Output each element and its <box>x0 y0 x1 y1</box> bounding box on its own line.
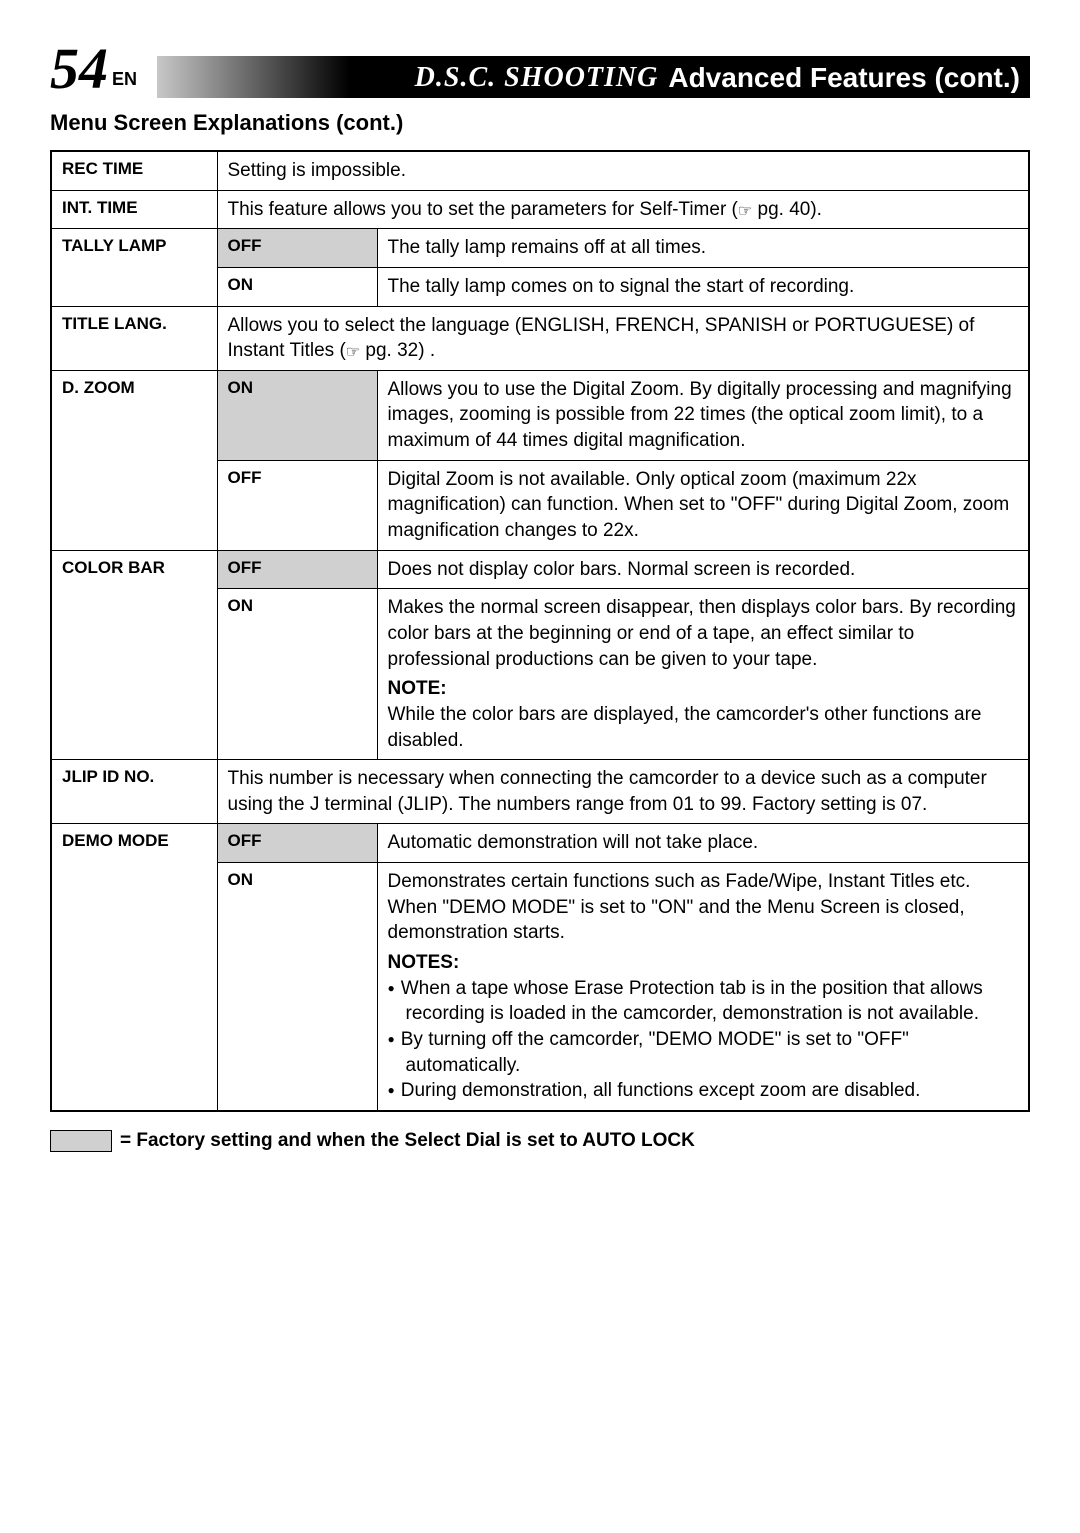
legend-text: = Factory setting and when the Select Di… <box>120 1130 695 1152</box>
setting-option: ON <box>217 370 377 460</box>
list-item: By turning off the camcorder, "DEMO MODE… <box>388 1027 1019 1078</box>
table-row: REC TIME Setting is impossible. <box>51 151 1029 190</box>
language-code: EN <box>112 69 137 98</box>
setting-option: ON <box>217 267 377 306</box>
title-rest: Advanced Features (cont.) <box>668 62 1020 94</box>
setting-label: TALLY LAMP <box>51 229 217 306</box>
setting-desc: Does not display color bars. Normal scre… <box>377 550 1029 589</box>
desc-text: Allows you to select the language (ENGLI… <box>228 315 975 362</box>
note-heading: NOTE: <box>388 676 1019 702</box>
notes-list: When a tape whose Erase Protection tab i… <box>388 976 1019 1104</box>
section-subtitle: Menu Screen Explanations (cont.) <box>50 110 1030 136</box>
setting-option: ON <box>217 589 377 760</box>
setting-desc: Setting is impossible. <box>217 151 1029 190</box>
setting-option: OFF <box>217 824 377 863</box>
setting-desc: The tally lamp comes on to signal the st… <box>377 267 1029 306</box>
setting-desc: The tally lamp remains off at all times. <box>377 229 1029 268</box>
page-ref-icon: ☞ <box>346 342 360 364</box>
notes-heading: NOTES: <box>388 950 1019 976</box>
table-row: TALLY LAMP OFF The tally lamp remains of… <box>51 229 1029 268</box>
table-row: JLIP ID NO. This number is necessary whe… <box>51 760 1029 824</box>
setting-desc: Demonstrates certain functions such as F… <box>377 863 1029 1111</box>
table-row: DEMO MODE OFF Automatic demonstration wi… <box>51 824 1029 863</box>
settings-table: REC TIME Setting is impossible. INT. TIM… <box>50 150 1030 1112</box>
setting-desc: Allows you to use the Digital Zoom. By d… <box>377 370 1029 460</box>
desc-text: pg. 32) . <box>360 340 435 361</box>
table-row: D. ZOOM ON Allows you to use the Digital… <box>51 370 1029 460</box>
note-text: While the color bars are displayed, the … <box>388 702 1019 753</box>
legend-swatch <box>50 1130 112 1152</box>
desc-text: Makes the normal screen disappear, then … <box>388 595 1019 672</box>
setting-desc: This number is necessary when connecting… <box>217 760 1029 824</box>
setting-desc: Automatic demonstration will not take pl… <box>377 824 1029 863</box>
desc-text: This feature allows you to set the param… <box>228 199 738 220</box>
table-row: INT. TIME This feature allows you to set… <box>51 190 1029 229</box>
page-number: 54 <box>50 40 108 98</box>
desc-text: pg. 40). <box>752 199 822 220</box>
desc-text: Demonstrates certain functions such as F… <box>388 869 1019 946</box>
page-header: 54 EN D.S.C. SHOOTING Advanced Features … <box>50 40 1030 98</box>
setting-option: OFF <box>217 550 377 589</box>
setting-desc: Makes the normal screen disappear, then … <box>377 589 1029 760</box>
setting-label: INT. TIME <box>51 190 217 229</box>
list-item: During demonstration, all functions exce… <box>388 1078 1019 1104</box>
table-row: TITLE LANG. Allows you to select the lan… <box>51 306 1029 370</box>
legend: = Factory setting and when the Select Di… <box>50 1130 1030 1152</box>
list-item: When a tape whose Erase Protection tab i… <box>388 976 1019 1027</box>
setting-label: REC TIME <box>51 151 217 190</box>
setting-desc: This feature allows you to set the param… <box>217 190 1029 229</box>
setting-desc: Digital Zoom is not available. Only opti… <box>377 460 1029 550</box>
setting-option: OFF <box>217 229 377 268</box>
setting-label: COLOR BAR <box>51 550 217 759</box>
title-italic: D.S.C. SHOOTING <box>415 62 659 94</box>
setting-option: ON <box>217 863 377 1111</box>
setting-label: D. ZOOM <box>51 370 217 550</box>
setting-option: OFF <box>217 460 377 550</box>
table-row: COLOR BAR OFF Does not display color bar… <box>51 550 1029 589</box>
title-bar: D.S.C. SHOOTING Advanced Features (cont.… <box>157 56 1030 98</box>
setting-label: DEMO MODE <box>51 824 217 1111</box>
setting-label: TITLE LANG. <box>51 306 217 370</box>
setting-desc: Allows you to select the language (ENGLI… <box>217 306 1029 370</box>
setting-label: JLIP ID NO. <box>51 760 217 824</box>
page-ref-icon: ☞ <box>738 201 752 223</box>
